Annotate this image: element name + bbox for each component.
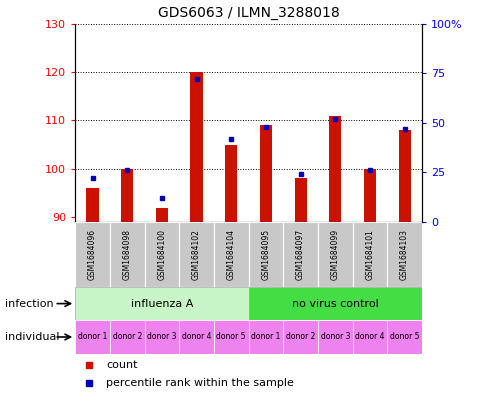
Text: donor 1: donor 1 [77, 332, 107, 342]
Bar [75, 320, 109, 354]
Text: GSM1684100: GSM1684100 [157, 229, 166, 280]
Bar [225, 145, 237, 222]
Bar [213, 320, 248, 354]
Bar [283, 320, 318, 354]
Text: donor 3: donor 3 [320, 332, 349, 342]
Text: donor 1: donor 1 [251, 332, 280, 342]
Text: GSM1684098: GSM1684098 [122, 229, 132, 280]
Text: donor 4: donor 4 [182, 332, 211, 342]
Bar [248, 222, 283, 287]
Bar [329, 116, 341, 222]
Text: GSM1684102: GSM1684102 [192, 229, 201, 280]
Text: infection: infection [5, 299, 53, 309]
Bar [179, 320, 213, 354]
Bar [109, 222, 144, 287]
Bar [386, 320, 421, 354]
Bar [283, 222, 318, 287]
Text: donor 4: donor 4 [354, 332, 384, 342]
Text: individual: individual [5, 332, 59, 342]
Bar [144, 320, 179, 354]
Text: donor 3: donor 3 [147, 332, 176, 342]
Bar [109, 320, 144, 354]
Bar [352, 320, 386, 354]
Bar [294, 178, 306, 222]
Bar [144, 222, 179, 287]
Text: donor 5: donor 5 [389, 332, 419, 342]
Bar [259, 125, 272, 222]
Text: GSM1684099: GSM1684099 [330, 229, 339, 280]
Text: GSM1684096: GSM1684096 [88, 229, 97, 280]
Bar [248, 320, 283, 354]
Text: GSM1684097: GSM1684097 [295, 229, 304, 280]
Text: count: count [106, 360, 137, 371]
Text: donor 2: donor 2 [112, 332, 142, 342]
Bar [75, 287, 248, 320]
Bar [213, 222, 248, 287]
Text: GSM1684103: GSM1684103 [399, 229, 408, 280]
Text: GSM1684101: GSM1684101 [364, 229, 374, 280]
Bar [190, 72, 202, 222]
Bar [363, 169, 375, 222]
Bar [386, 222, 421, 287]
Bar [121, 169, 133, 222]
Bar [352, 222, 386, 287]
Text: influenza A: influenza A [130, 299, 193, 309]
Text: GSM1684095: GSM1684095 [261, 229, 270, 280]
Bar [86, 188, 98, 222]
Text: no virus control: no virus control [291, 299, 378, 309]
Text: percentile rank within the sample: percentile rank within the sample [106, 378, 294, 388]
Text: donor 5: donor 5 [216, 332, 245, 342]
Bar [318, 222, 352, 287]
Text: GSM1684104: GSM1684104 [226, 229, 235, 280]
Bar [179, 222, 213, 287]
Bar [318, 320, 352, 354]
Text: donor 2: donor 2 [285, 332, 315, 342]
Bar [155, 208, 167, 222]
Bar [398, 130, 410, 222]
Bar [75, 222, 109, 287]
Title: GDS6063 / ILMN_3288018: GDS6063 / ILMN_3288018 [157, 6, 339, 20]
Bar [248, 287, 421, 320]
